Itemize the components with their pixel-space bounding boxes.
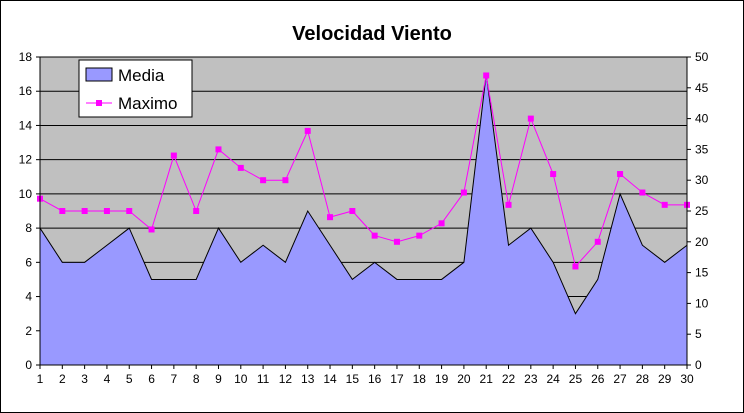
right-tick-label: 50 xyxy=(695,50,709,64)
x-tick-label: 13 xyxy=(301,372,315,386)
x-tick-label: 29 xyxy=(658,372,672,386)
x-tick-label: 6 xyxy=(148,372,155,386)
maximo-point xyxy=(639,189,646,196)
maximo-point xyxy=(438,220,445,227)
maximo-point xyxy=(527,115,534,122)
x-tick-label: 10 xyxy=(234,372,248,386)
left-tick-label: 10 xyxy=(19,187,33,201)
chart-title: Velocidad Viento xyxy=(292,23,452,45)
x-tick-label: 3 xyxy=(81,372,88,386)
maximo-point xyxy=(460,189,467,196)
maximo-point xyxy=(81,208,88,214)
x-tick-label: 28 xyxy=(636,372,650,386)
maximo-point xyxy=(661,201,668,208)
right-tick-label: 20 xyxy=(695,235,709,249)
x-tick-label: 9 xyxy=(215,372,222,386)
right-tick-label: 10 xyxy=(695,296,709,310)
right-tick-label: 15 xyxy=(695,266,709,280)
maximo-point xyxy=(572,263,579,270)
right-tick-label: 40 xyxy=(695,112,709,126)
left-tick-label: 4 xyxy=(25,290,32,304)
legend-label-media: Media xyxy=(118,66,165,85)
left-tick-label: 12 xyxy=(19,153,33,167)
maximo-point xyxy=(393,238,400,245)
right-tick-label: 30 xyxy=(695,173,709,187)
left-tick-label: 2 xyxy=(25,324,32,338)
maximo-point xyxy=(349,208,356,214)
x-tick-label: 30 xyxy=(680,372,694,386)
x-tick-label: 19 xyxy=(435,372,449,386)
x-tick-label: 1 xyxy=(37,372,44,386)
x-tick-label: 24 xyxy=(546,372,560,386)
x-tick-label: 27 xyxy=(613,372,627,386)
maximo-point xyxy=(103,208,110,214)
x-tick-label: 8 xyxy=(193,372,200,386)
left-tick-label: 0 xyxy=(25,358,32,372)
legend-swatch-media xyxy=(85,67,113,82)
right-tick-label: 5 xyxy=(695,327,702,341)
x-tick-label: 21 xyxy=(480,372,494,386)
maximo-point xyxy=(215,146,222,153)
right-axis: 0 5 10 15 20 25 30 35 40 45 50 xyxy=(687,50,709,372)
legend-marker-maximo xyxy=(96,100,102,106)
legend: Media Maximo xyxy=(78,59,193,118)
x-tick-label: 12 xyxy=(279,372,293,386)
x-tick-label: 22 xyxy=(502,372,516,386)
maximo-point xyxy=(550,171,557,178)
maximo-point xyxy=(148,226,155,233)
maximo-point xyxy=(483,72,490,79)
maximo-point xyxy=(416,232,423,239)
x-tick-label: 20 xyxy=(457,372,471,386)
x-tick-label: 16 xyxy=(368,372,382,386)
legend-box xyxy=(78,59,193,118)
maximo-point xyxy=(617,171,624,178)
maximo-line xyxy=(39,75,687,268)
left-tick-label: 16 xyxy=(19,84,33,98)
x-tick-label: 2 xyxy=(59,372,66,386)
x-tick-label: 23 xyxy=(524,372,538,386)
left-tick-label: 18 xyxy=(19,50,33,64)
x-tick-label: 18 xyxy=(413,372,427,386)
right-tick-label: 35 xyxy=(695,142,709,156)
x-axis: 1 2 3 4 5 6 7 8 9 10 11 12 13 14 15 16 17 18 19 20 21 22 23 24 2… xyxy=(37,365,694,386)
legend-label-maximo: Maximo xyxy=(118,94,178,113)
x-tick-label: 26 xyxy=(591,372,605,386)
left-tick-label: 6 xyxy=(25,255,32,269)
right-tick-label: 25 xyxy=(695,204,709,218)
x-tick-label: 25 xyxy=(569,372,583,386)
right-tick-label: 45 xyxy=(695,81,709,95)
x-tick-label: 14 xyxy=(323,372,337,386)
maximo-point xyxy=(282,177,289,184)
maximo-point xyxy=(594,238,601,245)
maximo-point xyxy=(260,177,267,184)
left-tick-label: 8 xyxy=(25,221,32,235)
x-tick-label: 5 xyxy=(126,372,133,386)
x-tick-label: 17 xyxy=(390,372,404,386)
maximo-point xyxy=(170,152,177,159)
maximo-point xyxy=(327,214,334,221)
maximo-point xyxy=(59,208,66,214)
x-tick-label: 11 xyxy=(257,372,270,386)
right-tick-label: 0 xyxy=(695,358,702,372)
media-area-layer xyxy=(39,74,688,366)
maximo-point xyxy=(237,164,244,171)
left-tick-label: 14 xyxy=(19,118,33,132)
x-tick-label: 4 xyxy=(104,372,111,386)
x-tick-label: 7 xyxy=(171,372,178,386)
left-axis: 0 2 4 6 8 10 12 14 16 18 xyxy=(19,50,40,372)
maximo-point xyxy=(126,208,133,214)
maximo-point xyxy=(193,208,200,214)
maximo-point xyxy=(505,201,512,208)
media-area xyxy=(39,74,688,366)
maximo-point xyxy=(304,127,311,134)
maximo-point xyxy=(371,232,378,239)
x-tick-label: 15 xyxy=(346,372,360,386)
